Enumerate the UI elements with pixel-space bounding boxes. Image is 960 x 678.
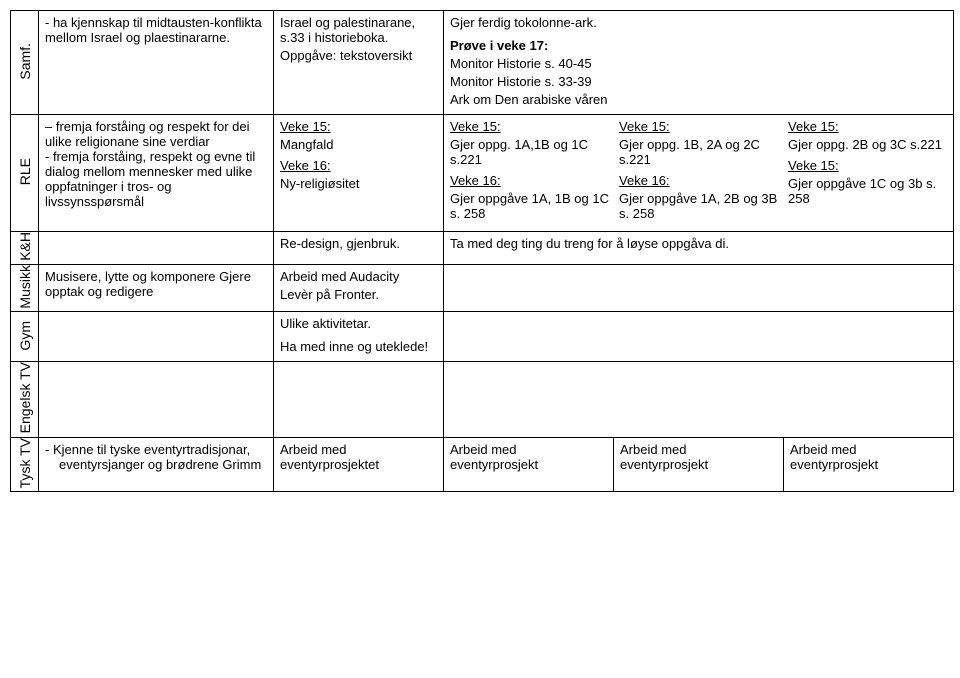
rle-goals: – fremja forståing og respekt for dei ul… [39, 115, 274, 232]
label-engelsk: Engelsk TV [17, 362, 33, 433]
rle-colA: Veke 15:Mangfald Veke 16:Ny-religiøsitet [274, 115, 444, 232]
engelsk-goals [39, 362, 274, 437]
gym-goals [39, 312, 274, 362]
row-tysk: Tysk TV - Kjenne til tyske eventyrtradis… [11, 437, 954, 491]
gym-colA: Ulike aktivitetar. Ha med inne og utekle… [274, 312, 444, 362]
label-tysk: Tysk TV [17, 438, 33, 488]
label-musikk: Musikk [17, 265, 33, 309]
samf-colA: Israel og palestinarane, s.33 i historie… [274, 11, 444, 115]
label-kh: K&H [17, 232, 33, 261]
row-engelsk: Engelsk TV [11, 362, 954, 437]
kh-wide: Ta med deg ting du treng for å løyse opp… [444, 232, 954, 265]
tysk-colC: Arbeid med eventyrprosjekt [614, 437, 784, 491]
tysk-colD: Arbeid med eventyrprosjekt [784, 437, 954, 491]
rle-colB: Veke 15:Gjer oppg. 1A,1B og 1C s.221 Vek… [450, 119, 609, 227]
plan-table: Samf. - ha kjennskap til midtausten-konf… [10, 10, 954, 492]
samf-wide: Gjer ferdig tokolonne-ark. Prøve i veke … [444, 11, 954, 115]
samf-goals: - ha kjennskap til midtausten-konflikta … [39, 11, 274, 115]
kh-colA: Re-design, gjenbruk. [274, 232, 444, 265]
row-musikk: Musikk Musisere, lytte og komponere Gjer… [11, 264, 954, 312]
musikk-colA: Arbeid med Audacity Levèr på Fronter. [274, 264, 444, 312]
engelsk-wide [444, 362, 954, 437]
kh-goals [39, 232, 274, 265]
tysk-colB: Arbeid med eventyrprosjekt [444, 437, 614, 491]
rle-colC: Veke 15:Gjer oppg. 1B, 2A og 2C s.221 Ve… [619, 119, 778, 227]
engelsk-colA [274, 362, 444, 437]
rle-multi: Veke 15:Gjer oppg. 1A,1B og 1C s.221 Vek… [444, 115, 954, 232]
row-kh: K&H Re-design, gjenbruk. Ta med deg ting… [11, 232, 954, 265]
label-samf: Samf. [17, 43, 33, 80]
musikk-goals: Musisere, lytte og komponere Gjere oppta… [39, 264, 274, 312]
musikk-wide [444, 264, 954, 312]
label-rle: RLE [17, 158, 33, 185]
row-rle: RLE – fremja forståing og respekt for de… [11, 115, 954, 232]
gym-wide [444, 312, 954, 362]
row-samf: Samf. - ha kjennskap til midtausten-konf… [11, 11, 954, 115]
row-gym: Gym Ulike aktivitetar. Ha med inne og ut… [11, 312, 954, 362]
rle-colD: Veke 15:Gjer oppg. 2B og 3C s.221 Veke 1… [788, 119, 947, 227]
label-gym: Gym [17, 321, 33, 351]
tysk-goals: - Kjenne til tyske eventyrtradisjonar, e… [39, 437, 274, 491]
tysk-colA: Arbeid med eventyrprosjektet [274, 437, 444, 491]
